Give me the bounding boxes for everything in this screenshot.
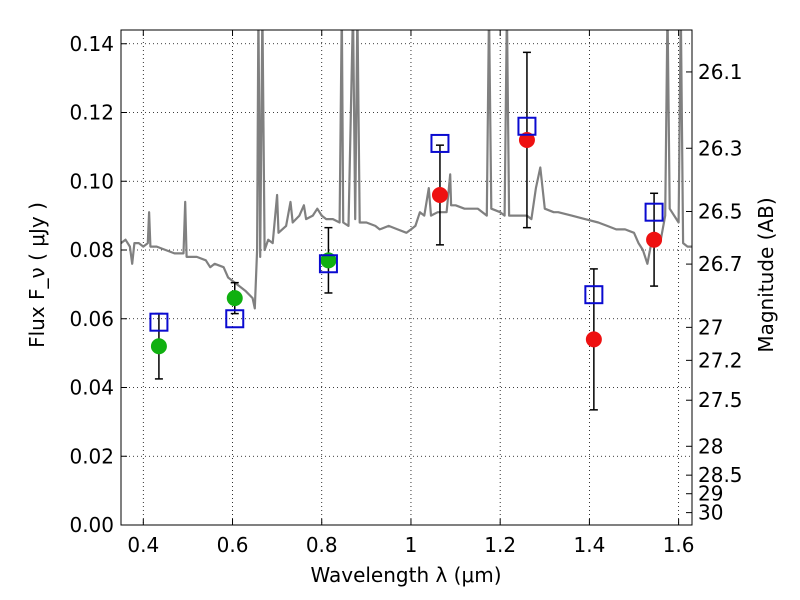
data-point bbox=[646, 231, 663, 248]
data-point bbox=[431, 187, 448, 203]
y2-tick-label: 27.2 bbox=[698, 348, 743, 372]
y2-tick-label: 28.5 bbox=[698, 463, 743, 487]
spectrum-layer bbox=[121, 30, 692, 310]
data-markers bbox=[149, 116, 664, 355]
spectrum-line bbox=[121, 30, 692, 310]
data-point bbox=[150, 338, 167, 355]
model-point bbox=[644, 202, 664, 222]
model-point bbox=[318, 254, 338, 274]
y2-tick-label: 28 bbox=[698, 434, 723, 458]
y2-tick-label: 26.1 bbox=[698, 60, 743, 84]
y2-tick-label: 26.5 bbox=[698, 200, 743, 224]
grid bbox=[121, 30, 692, 526]
data-point bbox=[585, 331, 602, 348]
y-tick-label: 0.14 bbox=[69, 32, 114, 56]
y-tick-label: 0.06 bbox=[69, 307, 114, 331]
y2-tick-label: 26.3 bbox=[698, 136, 743, 160]
axis-ticks bbox=[121, 30, 692, 526]
y-tick-label: 0.12 bbox=[69, 101, 114, 125]
x-axis-title: Wavelength λ (μm) bbox=[310, 563, 501, 587]
x-tick-label: 1.4 bbox=[573, 533, 605, 557]
y-tick-label: 0.04 bbox=[69, 376, 114, 400]
x-tick-label: 0.6 bbox=[217, 533, 249, 557]
y2-tick-label: 27.5 bbox=[698, 388, 743, 412]
y-tick-label: 0.02 bbox=[69, 444, 114, 468]
x-tick-label: 0.8 bbox=[306, 533, 338, 557]
x-tick-label: 1 bbox=[405, 533, 418, 557]
x-tick-label: 1.2 bbox=[484, 533, 516, 557]
error-bars bbox=[154, 51, 659, 411]
model-point bbox=[225, 309, 245, 329]
model-point bbox=[584, 285, 604, 305]
y2-tick-label: 30 bbox=[698, 501, 723, 525]
y2-axis-title: Magnitude (AB) bbox=[754, 197, 778, 352]
data-point bbox=[518, 132, 535, 148]
x-axis-title-text: Wavelength λ (μm) bbox=[310, 563, 501, 587]
y2-axis-title-text: Magnitude (AB) bbox=[754, 197, 778, 352]
tick-labels: 0.4 0.6 0.8 1 1.2 1.4 1.6 0.00 0.02 0.04 0.06 0.08 0… bbox=[69, 32, 742, 557]
x-tick-label: 0.4 bbox=[127, 533, 159, 557]
model-point bbox=[430, 133, 450, 153]
data-point bbox=[226, 290, 243, 307]
plot-frame bbox=[120, 29, 693, 526]
y2-tick-label: 26.7 bbox=[698, 252, 743, 276]
y-tick-label: 0.00 bbox=[69, 513, 114, 537]
y2-tick-label: 27 bbox=[698, 315, 723, 339]
model-point bbox=[517, 116, 537, 136]
y-axis-title: Flux F_ν ( μJy ) bbox=[25, 202, 49, 348]
y2-tick-label: 29 bbox=[698, 482, 723, 506]
y-axis-title-text: Flux F_ν ( μJy ) bbox=[25, 202, 49, 348]
y-tick-label: 0.10 bbox=[69, 169, 114, 193]
model-point bbox=[149, 312, 169, 332]
y-tick-label: 0.08 bbox=[69, 238, 114, 262]
x-tick-label: 1.6 bbox=[663, 533, 695, 557]
